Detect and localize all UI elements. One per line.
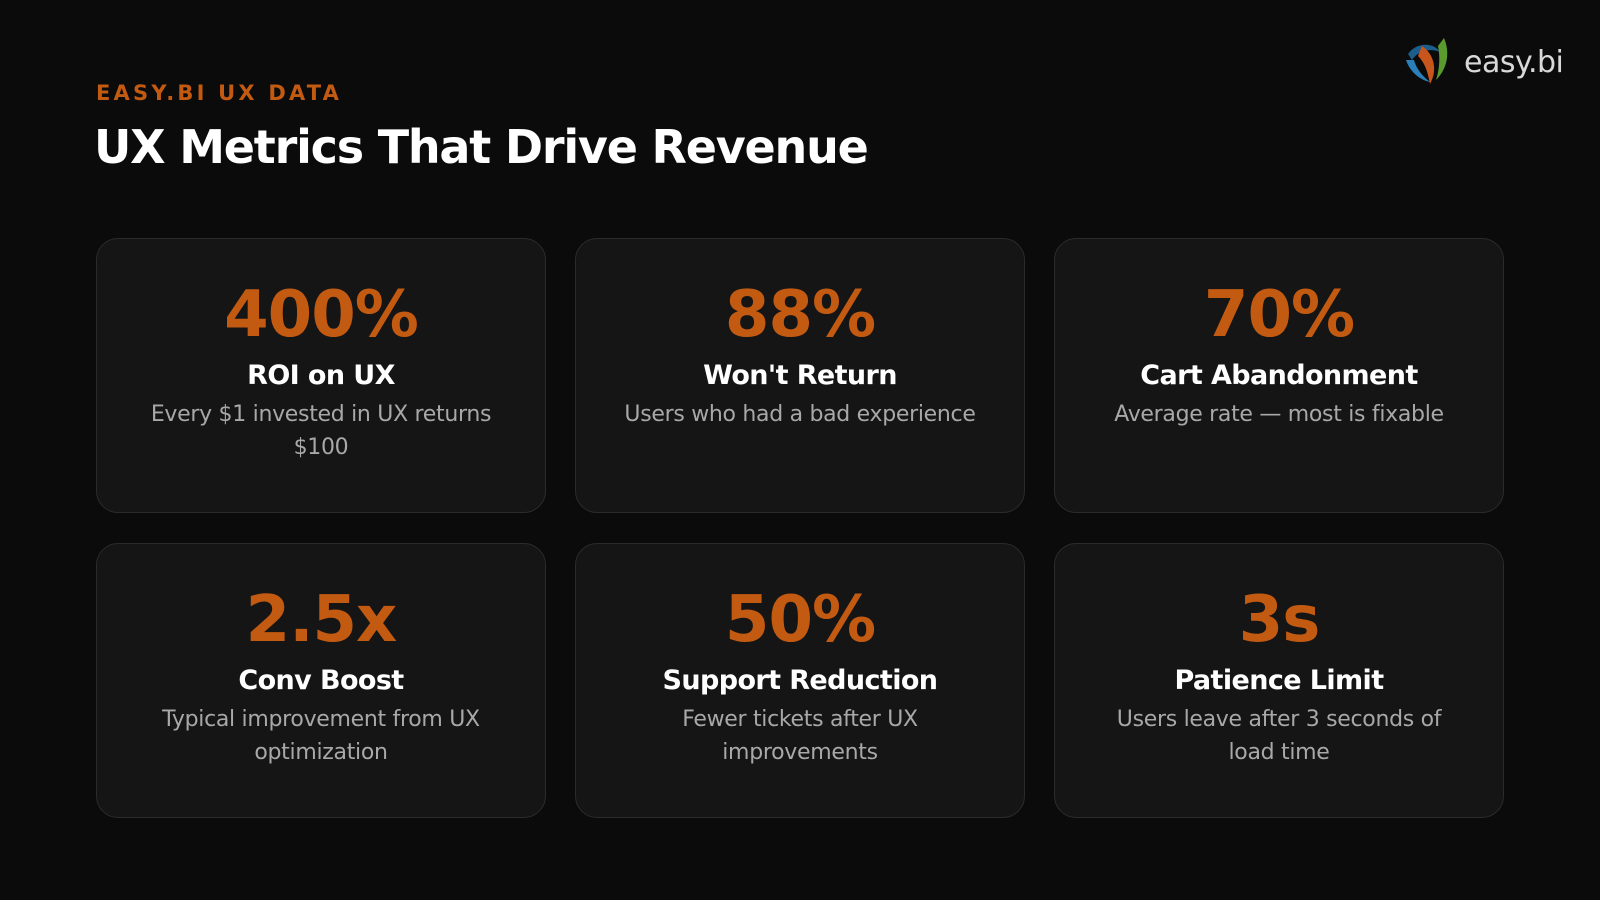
brand-logo: easy.bi — [1400, 34, 1564, 90]
metric-value: 70% — [1203, 278, 1355, 352]
metric-card-wont-return: 88% Won't Return Users who had a bad exp… — [575, 238, 1025, 513]
metric-description: Every $1 invested in UX returns $100 — [150, 402, 492, 460]
page-title: UX Metrics That Drive Revenue — [94, 120, 869, 174]
metric-value: 88% — [724, 278, 876, 352]
metric-label: Support Reduction — [662, 665, 938, 696]
metric-label: ROI on UX — [247, 360, 395, 391]
metric-card-support-reduction: 50% Support Reduction Fewer tickets afte… — [575, 543, 1025, 818]
metric-description: Average rate — most is fixable — [1114, 402, 1444, 427]
metric-description: Users leave after 3 seconds of load time — [1116, 707, 1442, 765]
easybi-swirl-logo-icon — [1406, 38, 1448, 84]
metric-value: 2.5x — [245, 583, 398, 657]
metric-value: 3s — [1238, 583, 1321, 657]
metric-description: Fewer tickets after UX improvements — [682, 707, 918, 765]
metric-label: Won't Return — [703, 360, 897, 391]
metric-description: Typical improvement from UX optimization — [162, 707, 480, 765]
metric-value: 400% — [224, 278, 419, 352]
metric-card-roi: 400% ROI on UX Every $1 invested in UX r… — [96, 238, 546, 513]
metric-card-patience-limit: 3s Patience Limit Users leave after 3 se… — [1054, 543, 1504, 818]
eyebrow-label: EASY.BI UX DATA — [96, 81, 343, 105]
brand-name: easy.bi — [1464, 44, 1564, 80]
metric-label: Patience Limit — [1174, 665, 1384, 696]
metric-value: 50% — [724, 583, 876, 657]
metric-card-cart-abandonment: 70% Cart Abandonment Average rate — most… — [1054, 238, 1504, 513]
metrics-grid: 400% ROI on UX Every $1 invested in UX r… — [96, 238, 1505, 818]
metric-label: Cart Abandonment — [1140, 360, 1418, 391]
metric-description: Users who had a bad experience — [624, 402, 976, 427]
metric-label: Conv Boost — [238, 665, 404, 696]
metric-card-conv-boost: 2.5x Conv Boost Typical improvement from… — [96, 543, 546, 818]
